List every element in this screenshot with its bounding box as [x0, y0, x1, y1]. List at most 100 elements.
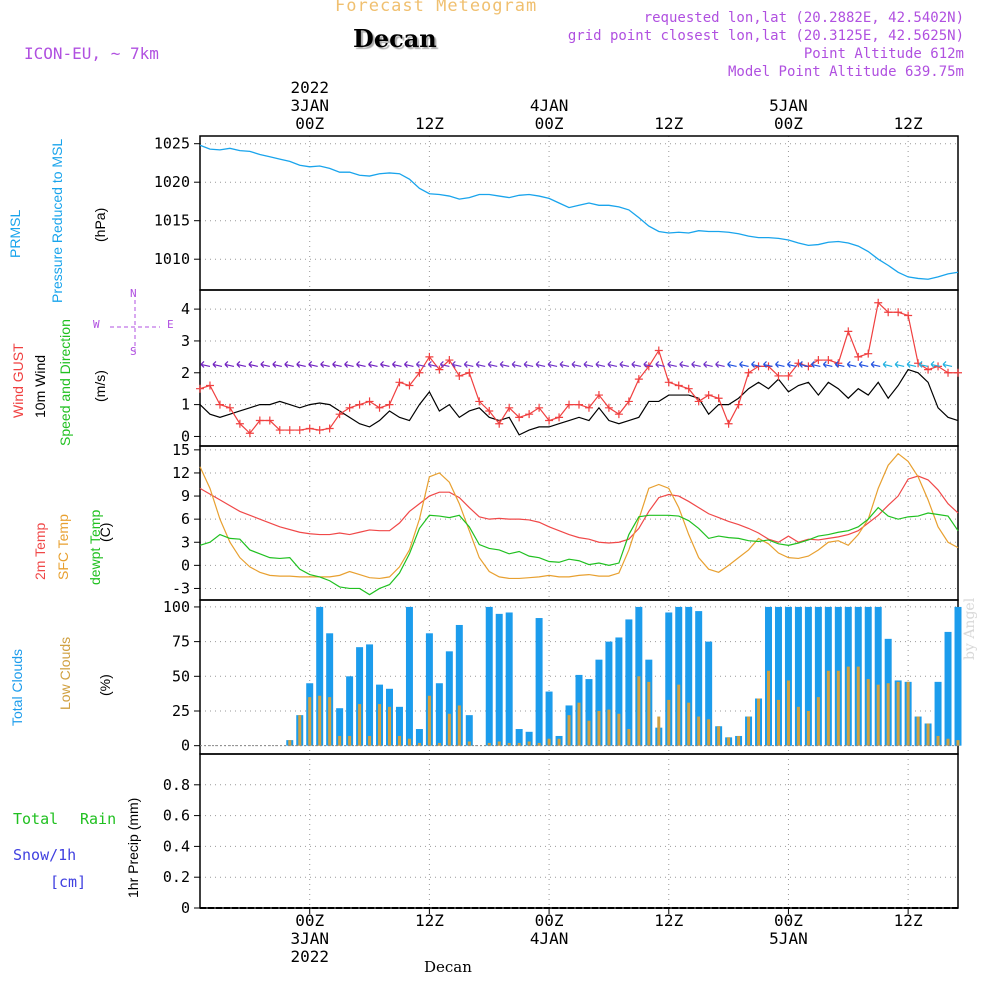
- wind-direction-arrow: [415, 360, 426, 368]
- total-cloud-bar: [625, 619, 633, 746]
- clouds-unit: (%): [97, 674, 113, 696]
- ytick-label: 1015: [154, 212, 190, 230]
- gust-marker: [584, 403, 593, 412]
- gust-marker: [614, 410, 623, 419]
- gust-marker: [734, 400, 743, 409]
- total-cloud-bar: [944, 631, 952, 746]
- gust-marker: [205, 381, 214, 390]
- gust-marker: [944, 368, 953, 377]
- low-cloud-bar: [856, 666, 860, 746]
- wind-direction-arrow: [571, 360, 582, 368]
- total-cloud-bar: [316, 606, 324, 746]
- legend-rain: Rain: [80, 810, 117, 828]
- wind-direction-arrow: [212, 360, 223, 368]
- wind-direction-arrow: [619, 360, 630, 368]
- temp2m-line: [199, 475, 959, 544]
- wind-direction-arrow: [870, 360, 881, 368]
- low-cloud-bar: [348, 735, 352, 746]
- author-signature: by Angel: [962, 597, 978, 660]
- gust-marker: [415, 368, 424, 377]
- low-cloud-bar: [407, 738, 411, 746]
- gust-marker: [365, 397, 374, 406]
- wind-direction-arrow: [439, 360, 450, 368]
- total-cloud-bar: [336, 708, 344, 746]
- low-cloud-bar: [697, 716, 701, 746]
- compass-east: E: [167, 318, 174, 331]
- wind-unit: (m/s): [92, 370, 108, 402]
- total-cloud-bar: [864, 606, 872, 746]
- wind-direction-arrow: [822, 360, 833, 368]
- low-cloud-bar: [757, 698, 761, 746]
- wind-direction-arrow: [356, 360, 366, 368]
- gust-marker: [225, 403, 234, 412]
- gust-marker: [196, 384, 204, 393]
- gust-marker: [275, 426, 284, 435]
- ytick-label: 3: [181, 533, 190, 551]
- ytick-label: -3: [172, 579, 190, 597]
- total-cloud-bar: [505, 612, 513, 746]
- wind-direction-arrow: [559, 360, 570, 368]
- low-cloud-bar: [597, 710, 601, 746]
- time-label-bottom: 3JAN: [290, 929, 329, 948]
- gust-marker: [525, 410, 534, 419]
- ytick-label: 75: [172, 633, 190, 651]
- wind-direction-arrow: [499, 360, 510, 368]
- low-cloud-bar: [557, 738, 561, 746]
- time-label-top: 12Z: [894, 114, 923, 133]
- gust-marker: [784, 371, 793, 380]
- gust-marker: [295, 426, 304, 435]
- gust-marker: [874, 298, 883, 307]
- total-cloud-bar: [425, 633, 433, 746]
- gust-marker: [495, 419, 504, 428]
- wind-direction-arrow: [834, 360, 845, 368]
- gust-marker: [634, 375, 643, 384]
- gust-marker: [215, 400, 224, 409]
- low-cloud-bar: [427, 695, 431, 746]
- wind-direction-arrow: [858, 360, 869, 368]
- wind-direction-arrow: [511, 360, 522, 368]
- low-cloud-bar: [537, 742, 541, 746]
- sfc-temp-line: [199, 452, 959, 580]
- wind-direction-arrow: [451, 360, 462, 368]
- gust-marker: [624, 397, 633, 406]
- low-cloud-bar: [846, 666, 850, 746]
- total-cloud-bar: [515, 729, 523, 746]
- ytick-label: 25: [172, 702, 190, 720]
- total-cloud-bar: [366, 644, 374, 746]
- low-cloud-bar: [896, 681, 900, 746]
- gust-marker: [904, 311, 913, 320]
- gust-marker: [465, 368, 474, 377]
- compass-west: W: [93, 318, 100, 331]
- gust-marker: [515, 413, 524, 422]
- wind-direction-arrow: [523, 360, 534, 368]
- low-cloud-bar: [587, 720, 591, 746]
- wind-direction-arrow: [272, 360, 282, 368]
- total-cloud-bar: [804, 606, 812, 746]
- low-cloud-bar: [617, 713, 621, 746]
- total-cloud-bar: [595, 659, 603, 746]
- time-label-top: 00Z: [295, 114, 324, 133]
- model-point-altitude: Model Point Altitude 639.75m: [727, 64, 964, 80]
- low-cloud-bar: [517, 742, 521, 746]
- wind-direction-arrow: [930, 360, 941, 368]
- wind-direction-arrow: [679, 360, 689, 368]
- total-cloud-bar: [356, 647, 364, 746]
- wind-direction-arrow: [906, 360, 917, 368]
- total-cloud-bar: [545, 691, 553, 746]
- wind-direction-arrow: [380, 360, 390, 368]
- precip-label: 1hr Precip (mm): [125, 797, 141, 898]
- wind-direction-arrow: [751, 360, 761, 368]
- total-cloud-bar: [346, 676, 354, 746]
- compass-north: N: [130, 287, 137, 300]
- total-cloud-bar: [605, 641, 613, 746]
- total-cloud-bar: [435, 683, 443, 746]
- time-label-bottom: 2022: [290, 947, 329, 966]
- low-cloud-bar: [747, 716, 751, 746]
- total-cloud-bar: [665, 612, 673, 746]
- ytick-label: 1010: [154, 250, 190, 268]
- wind-direction-arrow: [703, 360, 713, 368]
- gust-marker: [435, 365, 444, 374]
- gust-marker: [744, 368, 753, 377]
- time-label-top: 12Z: [654, 114, 683, 133]
- time-label-top: 00Z: [535, 114, 564, 133]
